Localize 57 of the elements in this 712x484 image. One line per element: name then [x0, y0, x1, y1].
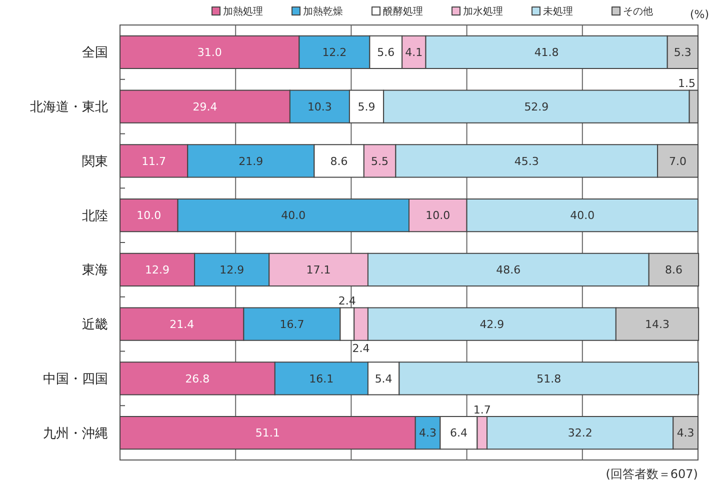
data-label: 51.8 [536, 372, 562, 386]
data-label: 16.7 [280, 318, 304, 331]
data-label: 5.3 [674, 46, 692, 60]
data-label: 10.0 [426, 209, 450, 222]
data-label: 12.2 [322, 46, 347, 60]
data-label: 40.0 [281, 209, 306, 222]
data-label: 5.9 [358, 100, 376, 114]
data-label: 40.0 [570, 209, 595, 222]
y-tick-label: 東海 [82, 263, 108, 278]
legend-label: 未処理 [543, 6, 573, 18]
data-label: 6.4 [450, 426, 468, 440]
data-label: 17.1 [306, 264, 331, 277]
data-label: 4.3 [419, 426, 437, 440]
y-tick-label: 関東 [82, 154, 108, 170]
data-label: 12.9 [220, 264, 244, 277]
legend-label: その他 [623, 6, 653, 18]
y-tick-label: 近畿 [82, 318, 108, 333]
data-label: 32.2 [568, 426, 592, 440]
data-label: 41.8 [534, 46, 559, 60]
legend-label: 醗酵処理 [383, 6, 423, 18]
data-label: 1.5 [678, 77, 696, 90]
y-tick-label: 北陸 [82, 208, 108, 224]
text: (回答者数＝607) [606, 467, 698, 481]
y-tick-label: 全国 [82, 46, 108, 61]
data-label: 42.9 [480, 318, 504, 331]
data-label: 51.1 [255, 426, 280, 440]
y-tick-label: 九州・沖縄 [43, 426, 108, 442]
y-tick-label: 中国・四国 [43, 372, 108, 387]
data-label: 16.1 [309, 372, 334, 386]
data-label: 11.7 [142, 154, 166, 168]
data-label: 14.3 [645, 318, 670, 331]
data-label: 21.4 [170, 318, 194, 331]
data-label: 4.3 [676, 426, 694, 440]
data-label: 45.3 [514, 154, 539, 168]
data-label: 48.6 [496, 264, 521, 277]
data-label: 5.6 [377, 46, 395, 60]
data-label: 26.8 [185, 372, 210, 386]
data-label: 10.3 [307, 100, 332, 114]
data-label: 10.0 [136, 209, 162, 222]
y-tick-label: 北海道・東北 [30, 100, 108, 116]
legend-label: 加熱乾燥 [303, 6, 343, 18]
data-label: 1.7 [473, 403, 491, 416]
data-label: 5.5 [371, 154, 389, 168]
data-label: 4.1 [405, 46, 423, 60]
data-label: 8.6 [664, 264, 682, 277]
data-label: 8.6 [330, 154, 348, 168]
data-label: 12.9 [145, 264, 170, 277]
x-axis-title: (%) [690, 8, 709, 21]
data-label: 31.0 [197, 46, 222, 60]
data-label: 7.0 [669, 154, 687, 168]
legend-label: 加水処理 [463, 6, 503, 18]
legend-label: 加熱処理 [223, 6, 263, 18]
data-label: 21.9 [238, 154, 264, 168]
data-label: 5.4 [374, 372, 392, 386]
data-label: 52.9 [524, 100, 549, 114]
data-label: 29.4 [192, 100, 218, 114]
data-label: 2.4 [352, 342, 370, 356]
